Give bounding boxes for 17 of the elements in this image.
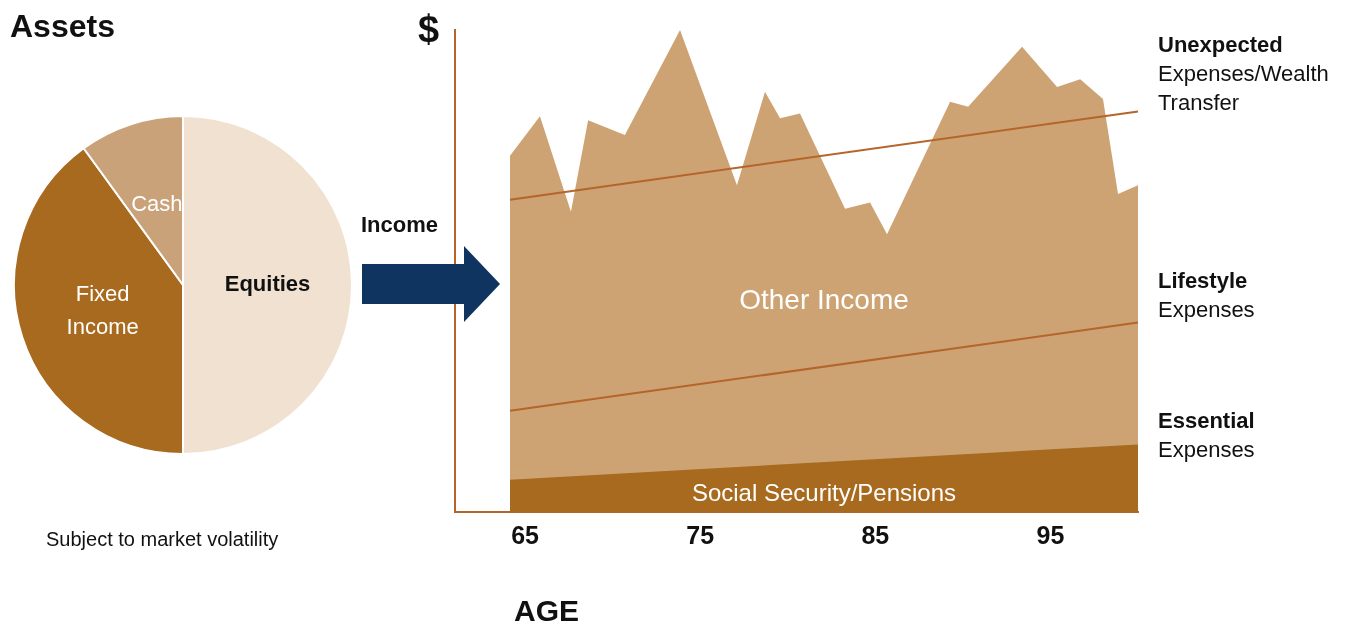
text: Subject to market volatility: [46, 528, 279, 551]
series-label: Other Income: [739, 283, 909, 315]
slice-label: Equities: [224, 271, 311, 297]
slice-label: Cash: [131, 190, 183, 216]
x-axis-title: AGE: [514, 594, 580, 628]
series-label: Social Security/Pensions: [691, 478, 957, 506]
y-axis-title: $: [418, 8, 440, 51]
x-tick-label: 85: [861, 520, 890, 549]
x-tick-label: 75: [686, 520, 715, 549]
x-tick-label: 95: [1036, 520, 1065, 549]
text: Unexpected Expenses/Wealth Transfer: [1158, 31, 1330, 117]
x-tick-label: 65: [511, 520, 540, 549]
text: Income: [361, 211, 439, 239]
chart-title: Assets: [10, 8, 115, 45]
text: Lifestyle Expenses: [1158, 267, 1256, 324]
text: Essential Expenses: [1158, 407, 1256, 464]
slice-label: Fixed Income: [66, 280, 139, 339]
